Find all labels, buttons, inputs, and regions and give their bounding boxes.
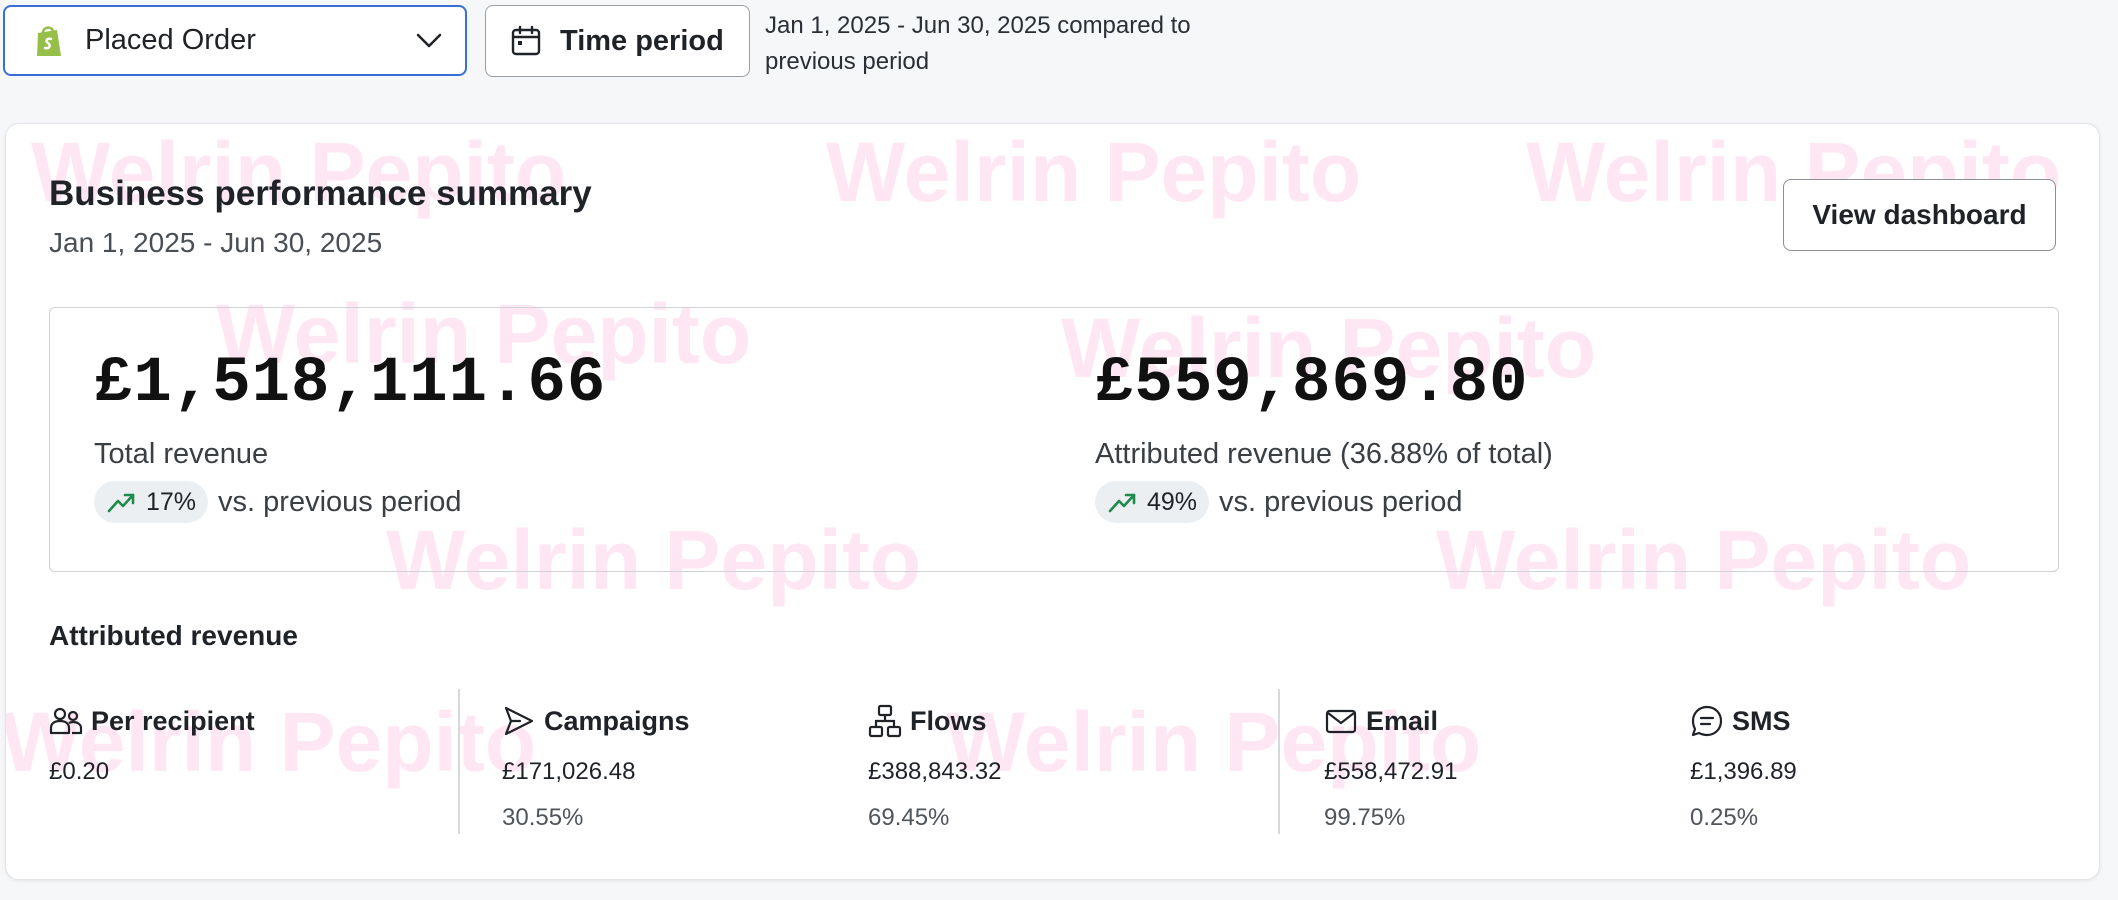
watermark: Welrin Pepito bbox=[826, 125, 1362, 219]
stat-label: SMS bbox=[1732, 705, 1791, 736]
stat-value: £388,843.32 bbox=[868, 758, 1002, 785]
send-icon bbox=[504, 706, 534, 736]
stat-flows: Flows £388,843.32 69.45% bbox=[868, 704, 1001, 832]
total-revenue-amount: £1,518,111.66 bbox=[94, 348, 607, 420]
change-badge: 17% bbox=[94, 481, 209, 523]
total-revenue-block: £1,518,111.66 Total revenue 17% vs. prev… bbox=[94, 348, 606, 523]
sms-icon bbox=[1691, 705, 1723, 737]
stat-label: Flows bbox=[910, 705, 987, 736]
trend-up-icon bbox=[107, 493, 135, 513]
stat-value: £558,472.91 bbox=[1324, 758, 1458, 785]
attributed-revenue-change: 49% vs. previous period bbox=[1095, 481, 1553, 523]
card-title: Business performance summary bbox=[49, 174, 592, 213]
metric-select[interactable]: Placed Order bbox=[3, 5, 467, 76]
stat-percent: 0.25% bbox=[1690, 804, 1759, 831]
divider bbox=[1278, 689, 1280, 834]
card-date-range: Jan 1, 2025 - Jun 30, 2025 bbox=[49, 227, 383, 258]
time-period-button[interactable]: Time period bbox=[485, 5, 750, 77]
stat-per-recipient: Per recipient £0.20 bbox=[49, 704, 255, 786]
change-percent: 17% bbox=[146, 487, 197, 516]
attributed-revenue-label: Attributed revenue (36.88% of total) bbox=[1095, 438, 1553, 470]
change-suffix: vs. previous period bbox=[218, 485, 462, 518]
mail-icon bbox=[1325, 709, 1357, 734]
change-badge: 49% bbox=[1095, 481, 1210, 523]
attributed-revenue-block: £559,869.80 Attributed revenue (36.88% o… bbox=[1095, 348, 1553, 523]
total-revenue-change: 17% vs. previous period bbox=[94, 481, 606, 523]
stat-email: Email £558,472.91 99.75% bbox=[1324, 704, 1457, 832]
stat-percent: 99.75% bbox=[1324, 804, 1406, 831]
divider bbox=[458, 689, 460, 834]
total-revenue-label: Total revenue bbox=[94, 438, 269, 470]
shopify-icon bbox=[37, 25, 61, 56]
stat-value: £0.20 bbox=[49, 758, 110, 785]
flow-icon bbox=[868, 704, 902, 738]
stat-percent: 30.55% bbox=[502, 804, 584, 831]
comparison-range-text: Jan 1, 2025 - Jun 30, 2025 compared to p… bbox=[765, 12, 1191, 75]
change-percent: 49% bbox=[1147, 487, 1198, 516]
people-icon bbox=[49, 707, 83, 735]
change-suffix: vs. previous period bbox=[1219, 485, 1463, 518]
metric-select-label: Placed Order bbox=[85, 24, 256, 56]
revenue-summary-box: £1,518,111.66 Total revenue 17% vs. prev… bbox=[49, 307, 2059, 572]
attributed-revenue-heading: Attributed revenue bbox=[49, 620, 298, 651]
stat-campaigns: Campaigns £171,026.48 30.55% bbox=[502, 704, 690, 832]
chevron-down-icon bbox=[416, 33, 442, 48]
stat-label: Email bbox=[1366, 705, 1439, 736]
time-period-label: Time period bbox=[560, 24, 724, 57]
attributed-revenue-amount: £559,869.80 bbox=[1095, 348, 1529, 420]
stat-value: £171,026.48 bbox=[502, 758, 636, 785]
calendar-icon bbox=[511, 25, 541, 56]
stat-label: Campaigns bbox=[544, 705, 690, 736]
stat-value: £1,396.89 bbox=[1690, 758, 1797, 785]
stat-label: Per recipient bbox=[91, 705, 255, 736]
stat-percent: 69.45% bbox=[868, 804, 950, 831]
stat-sms: SMS £1,396.89 0.25% bbox=[1690, 704, 1797, 832]
view-dashboard-button[interactable]: View dashboard bbox=[1783, 179, 2056, 251]
business-performance-card: Welrin Pepito Welrin Pepito Welrin Pepit… bbox=[5, 123, 2100, 880]
trend-up-icon bbox=[1108, 493, 1136, 513]
